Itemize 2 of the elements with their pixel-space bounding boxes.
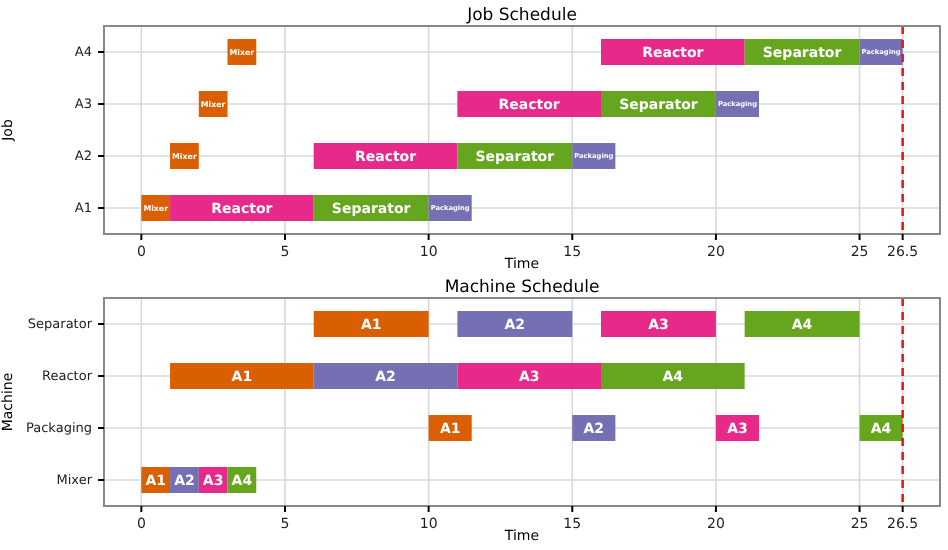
chart-title: Job Schedule [465,6,577,26]
chart-title: Machine Schedule [444,278,600,298]
